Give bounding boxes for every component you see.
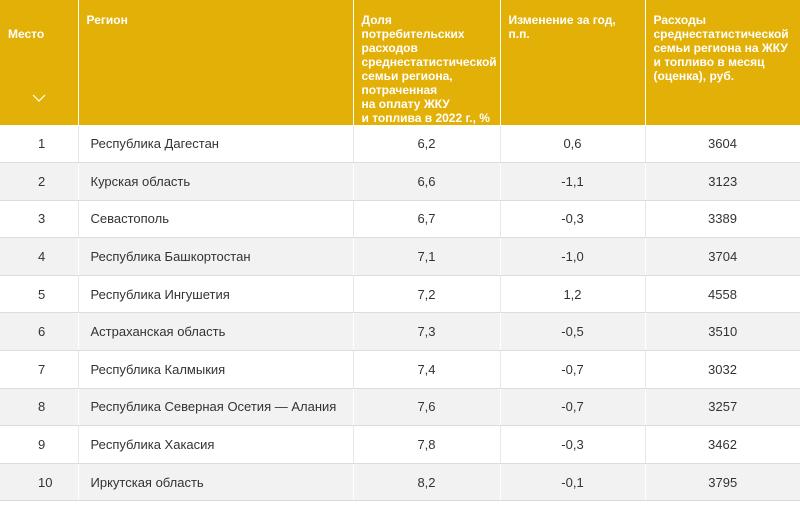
change-cell: 1,2	[500, 275, 646, 314]
rank-cell: 9	[0, 425, 79, 464]
spending-cell: 3462	[645, 425, 800, 464]
region-cell: Астраханская область	[78, 312, 354, 352]
spending-cell: 3257	[645, 388, 800, 427]
share-cell: 8,2	[353, 463, 501, 502]
table-row: 2 Курская область 6,6 -1,1 3123	[0, 162, 800, 201]
change-cell: -0,5	[500, 312, 646, 352]
rank-cell: 7	[0, 350, 79, 389]
rank-cell: 10	[0, 463, 79, 502]
table-row: 7 Республика Калмыкия 7,4 -0,7 3032	[0, 350, 800, 389]
region-cell: Республика Ингушетия	[78, 275, 354, 314]
region-cell: Курская область	[78, 162, 354, 201]
change-cell: -0,3	[500, 425, 646, 464]
region-cell: Республика Северная Осетия — Алания	[78, 388, 354, 427]
change-cell: -0,3	[500, 200, 646, 239]
spending-cell: 4558	[645, 275, 800, 314]
region-cell: Иркутская область	[78, 463, 354, 502]
rank-cell: 6	[0, 312, 79, 352]
region-cell: Республика Дагестан	[78, 125, 354, 164]
rank-cell: 1	[0, 125, 79, 164]
spending-cell: 3604	[645, 125, 800, 164]
share-cell: 7,3	[353, 312, 501, 352]
header-rank-label: Место	[8, 27, 45, 41]
table-row: 4 Республика Башкортостан 7,1 -1,0 3704	[0, 237, 800, 276]
region-cell: Республика Башкортостан	[78, 237, 354, 276]
spending-cell: 3510	[645, 312, 800, 352]
region-cell: Республика Хакасия	[78, 425, 354, 464]
rank-cell: 4	[0, 237, 79, 276]
header-spending[interactable]: Расходы среднестатистической семьи регио…	[645, 0, 800, 125]
spending-cell: 3795	[645, 463, 800, 502]
change-cell: -0,7	[500, 388, 646, 427]
change-cell: -1,1	[500, 162, 646, 201]
header-change[interactable]: Изменение за год, п.п.	[500, 0, 646, 125]
rank-cell: 8	[0, 388, 79, 427]
table-row: 8 Республика Северная Осетия — Алания 7,6-…	[0, 388, 800, 427]
header-region[interactable]: Регион	[78, 0, 354, 125]
change-cell: -0,1	[500, 463, 646, 502]
change-cell: -0,7	[500, 350, 646, 389]
share-cell: 7,2	[353, 275, 501, 314]
rank-cell: 5	[0, 275, 79, 314]
table-row: 3 Севастополь 6,7 -0,3 3389	[0, 200, 800, 239]
share-cell: 7,4	[353, 350, 501, 389]
spending-cell: 3389	[645, 200, 800, 239]
table-row: 10 Иркутская область 8,2 -0,1 3795	[0, 463, 800, 502]
table-row: 5 Республика Ингушетия 7,2 1,2 4558	[0, 275, 800, 314]
region-cell: Республика Калмыкия	[78, 350, 354, 389]
table-row: 9 Республика Хакасия 7,8 -0,3 3462	[0, 425, 800, 464]
header-rank[interactable]: Место	[0, 0, 79, 125]
table-header-row: Место Регион Доля потребительских расход…	[0, 0, 800, 125]
table-row: 1 Республика Дагестан 6,2 0,6 3604	[0, 125, 800, 164]
share-cell: 6,6	[353, 162, 501, 201]
share-cell: 7,1	[353, 237, 501, 276]
share-cell: 6,2	[353, 125, 501, 164]
rank-cell: 3	[0, 200, 79, 239]
spending-cell: 3704	[645, 237, 800, 276]
change-cell: 0,6	[500, 125, 646, 164]
share-cell: 7,6	[353, 388, 501, 427]
header-share[interactable]: Доля потребительских расходов среднестат…	[353, 0, 501, 125]
chevron-down-icon[interactable]	[32, 94, 46, 102]
spending-cell: 3123	[645, 162, 800, 201]
rank-cell: 2	[0, 162, 79, 201]
table-row: 6 Астраханская область 7,3 -0,5 3510	[0, 312, 800, 352]
share-cell: 7,8	[353, 425, 501, 464]
share-cell: 6,7	[353, 200, 501, 239]
change-cell: -1,0	[500, 237, 646, 276]
spending-cell: 3032	[645, 350, 800, 389]
region-cell: Севастополь	[78, 200, 354, 239]
